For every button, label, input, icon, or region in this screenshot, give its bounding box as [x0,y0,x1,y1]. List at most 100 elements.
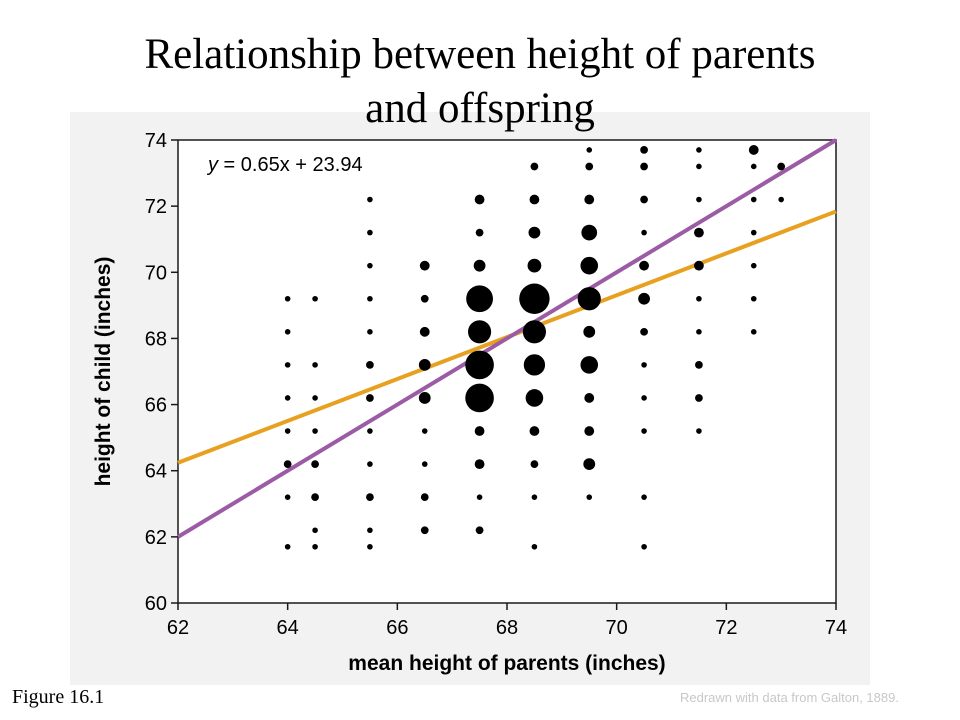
data-point [641,395,647,401]
data-point [641,494,647,500]
data-point [748,145,759,155]
data-point [312,362,318,368]
data-point [530,162,539,171]
data-point [580,356,599,374]
x-tick-label: 72 [715,617,737,639]
x-tick-label: 66 [386,617,408,639]
y-tick-label: 66 [145,395,167,417]
data-point [420,526,429,535]
data-point [474,426,485,436]
data-point [312,428,318,434]
data-point [750,163,757,170]
data-point [367,527,373,534]
data-point [696,295,702,302]
data-point [586,147,593,153]
data-point [474,459,485,469]
data-point [420,493,429,502]
x-tick-label: 64 [277,617,299,639]
data-point [419,326,430,337]
data-point [519,283,550,314]
data-point [695,394,703,402]
y-tick-label: 68 [145,328,167,350]
data-point [694,227,704,238]
data-point [525,389,544,407]
y-tick-label: 62 [145,527,167,549]
y-tick-label: 60 [145,593,167,615]
data-point [522,320,546,344]
data-point [475,228,484,237]
x-tick-label: 70 [606,617,628,639]
data-point [640,146,648,154]
data-point [750,196,757,203]
y-tick-label: 70 [145,262,167,284]
chart-title: Relationship between height of parents a… [40,28,920,136]
data-point [640,162,648,171]
data-point [465,383,494,413]
figure-label: Figure 16.1 [12,686,105,708]
data-point [583,458,596,470]
x-tick-label: 68 [496,617,518,639]
data-point [641,362,647,368]
data-point [527,258,542,273]
y-axis-label: height of child (inches) [92,257,115,487]
y-tick-label: 64 [145,461,167,483]
data-point [367,461,373,467]
data-point [312,395,318,401]
data-point [750,229,757,236]
data-point [586,494,593,500]
data-point [284,362,291,368]
x-tick-label: 74 [825,617,847,639]
data-point [750,329,757,335]
data-point [641,543,647,550]
data-point [640,327,648,336]
data-point [584,194,595,205]
data-point [696,428,702,434]
data-point [530,460,539,468]
data-point [777,162,786,171]
data-point [696,196,702,203]
reference-line [176,138,838,539]
data-point [778,196,784,203]
data-point [640,195,648,204]
equation-annotation: y = 0.65x + 23.94 [206,154,363,176]
data-point [584,393,595,403]
data-point [367,329,373,335]
data-point [312,527,318,534]
data-point [581,224,598,241]
data-point [284,329,291,335]
data-point [580,256,599,275]
data-point [418,358,431,371]
data-point [523,354,546,376]
y-tick-label: 74 [145,130,167,152]
data-point [750,295,757,302]
data-point [750,262,757,269]
data-point [476,494,483,500]
data-point [531,494,538,500]
chart-title-line-1: Relationship between height of parents [144,31,816,78]
plot-area [177,139,837,604]
data-point [421,461,428,467]
data-point [312,295,318,302]
data-point [696,147,702,153]
data-point [466,285,493,313]
data-point [529,426,540,436]
data-point [284,395,291,401]
data-point [529,194,540,205]
data-point [367,295,373,302]
data-point [641,229,647,236]
data-point [641,428,647,434]
data-point [465,350,494,380]
data-point [366,361,374,369]
data-point [367,196,373,203]
data-point [474,194,485,205]
data-point [367,543,373,550]
data-point [312,543,318,550]
data-point [695,361,703,369]
data-point [419,260,430,271]
data-point [311,460,319,468]
data-point [696,163,702,170]
data-point [366,394,374,402]
data-point [473,259,486,272]
data-point [366,493,374,502]
